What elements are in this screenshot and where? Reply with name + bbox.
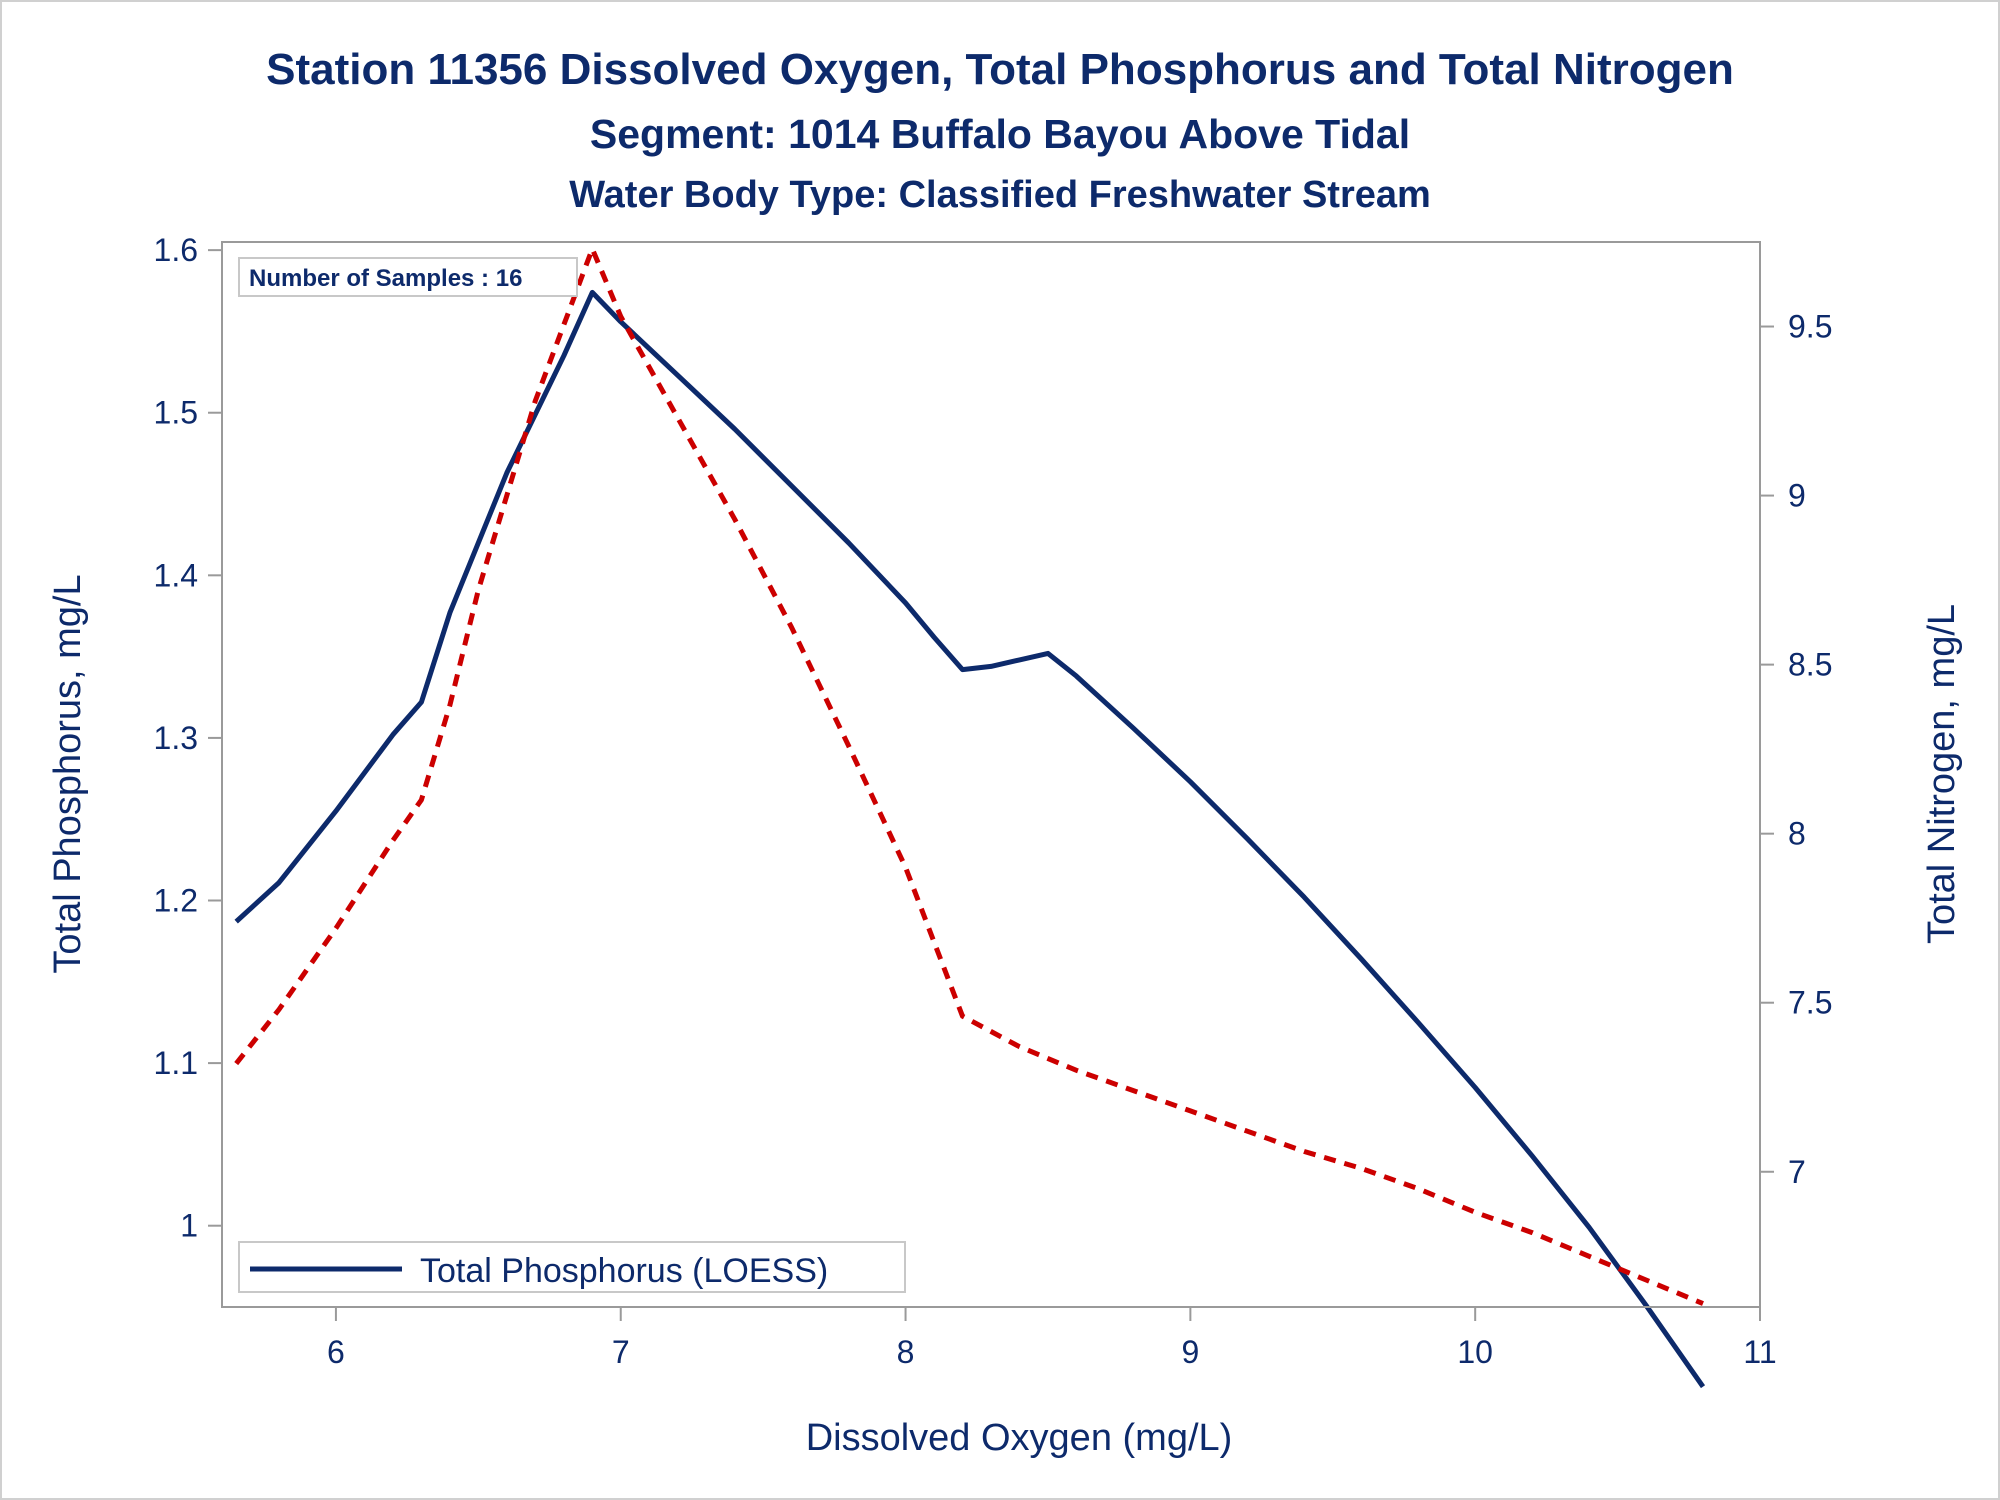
series-line-phosphorus xyxy=(234,289,1706,1389)
annotation-box xyxy=(238,257,578,297)
y-axis-label: Total Phosphorus, mg/L xyxy=(47,574,89,973)
series-layer xyxy=(234,246,1706,1389)
x-tick-label: 11 xyxy=(1743,1334,1776,1370)
x-axis-label: Dissolved Oxygen (mg/L) xyxy=(806,1417,1233,1459)
legend-label-phosphorus: Total Phosphorus (LOESS) xyxy=(420,1252,828,1290)
y-tick-label: 1.1 xyxy=(154,1045,198,1081)
annotation-text: Number of Samples : 16 xyxy=(249,265,522,292)
legend: Total Phosphorus (LOESS) xyxy=(238,1241,906,1293)
y-tick-label: 1.5 xyxy=(154,395,198,431)
chart-title: Station 11356 Dissolved Oxygen, Total Ph… xyxy=(266,45,1734,94)
y2-tick-label: 7.5 xyxy=(1788,985,1832,1021)
y2-tick-label: 8.5 xyxy=(1788,647,1832,683)
x-tick-label: 7 xyxy=(612,1334,630,1370)
y-tick-label: 1.2 xyxy=(154,883,198,919)
y2-tick-label: 8 xyxy=(1788,816,1806,852)
y2-axis-label: Total Nitrogen, mg/L xyxy=(1921,604,1963,944)
x-tick-label: 8 xyxy=(897,1334,915,1370)
chart-subtitle-2: Water Body Type: Classified Freshwater S… xyxy=(569,174,1431,216)
y-tick-label: 1.4 xyxy=(154,557,198,593)
x-tick-label: 10 xyxy=(1457,1334,1493,1370)
sample-count-annotation: Number of Samples : 16 xyxy=(238,257,578,297)
y2-tick-label: 7 xyxy=(1788,1154,1806,1190)
series-line-nitrogen xyxy=(234,246,1704,1306)
chart-subtitle: Segment: 1014 Buffalo Bayou Above Tidal xyxy=(590,111,1410,157)
x-tick-label: 6 xyxy=(327,1334,345,1370)
y2-tick-label: 9 xyxy=(1788,478,1806,514)
y-tick-label: 1 xyxy=(180,1208,198,1244)
y2-tick-label: 9.5 xyxy=(1788,309,1832,345)
y-tick-label: 1.6 xyxy=(154,232,198,268)
y-tick-label: 1.3 xyxy=(154,720,198,756)
x-tick-label: 9 xyxy=(1181,1334,1199,1370)
plot-area-border xyxy=(221,241,1761,1308)
